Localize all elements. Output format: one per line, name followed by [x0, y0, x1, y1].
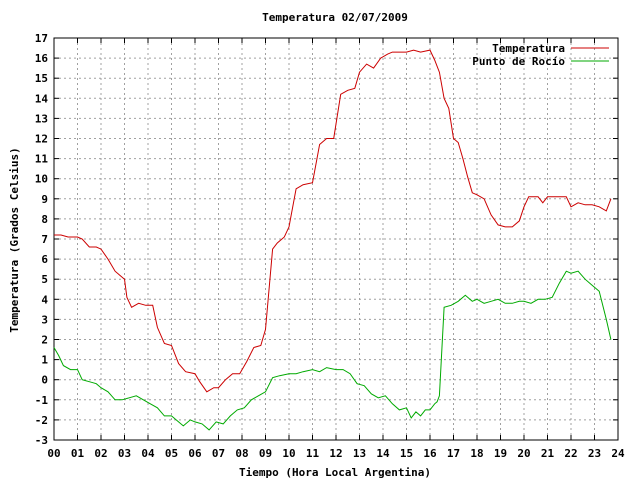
- x-tick-label: 08: [235, 447, 248, 460]
- plot-frame: [53, 37, 619, 441]
- x-tick-label: 18: [470, 447, 483, 460]
- series-lines: [53, 49, 612, 431]
- y-tick-label: 9: [41, 193, 48, 206]
- x-tick-label: 06: [188, 447, 202, 460]
- x-tick-label: 11: [306, 447, 320, 460]
- x-tick-label: 07: [212, 447, 225, 460]
- y-tick-label: 8: [41, 213, 48, 226]
- series-line-0: [54, 49, 612, 393]
- x-tick-label: 24: [611, 447, 625, 460]
- y-tick-label: 17: [35, 32, 48, 45]
- legend: Temperatura Punto de Rocío: [472, 42, 609, 68]
- x-tick-label: 00: [47, 447, 60, 460]
- y-tick-label: 12: [35, 133, 48, 146]
- y-tick-label: 10: [35, 173, 48, 186]
- y-tick-label: 0: [41, 374, 48, 387]
- y-tick-label: 16: [35, 52, 49, 65]
- y-tick-label: 5: [41, 273, 48, 286]
- x-tick-label: 10: [282, 447, 295, 460]
- x-tick-label: 19: [494, 447, 507, 460]
- x-tick-label: 21: [541, 447, 555, 460]
- y-tick-label: 1: [41, 354, 48, 367]
- y-tick-label: 2: [41, 334, 48, 347]
- chart-title: Temperatura 02/07/2009: [262, 11, 408, 24]
- y-tick-label: 15: [35, 72, 48, 85]
- x-tick-label: 13: [353, 447, 366, 460]
- x-tick-label: 01: [71, 447, 85, 460]
- x-tick-label: 22: [564, 447, 577, 460]
- x-tick-label: 12: [329, 447, 342, 460]
- x-tick-label: 16: [423, 447, 437, 460]
- x-tick-label: 14: [376, 447, 390, 460]
- axes: [53, 37, 619, 441]
- x-tick-label: 05: [165, 447, 178, 460]
- x-tick-label: 15: [400, 447, 413, 460]
- x-tick-label: 09: [259, 447, 272, 460]
- y-tick-label: -1: [35, 394, 49, 407]
- legend-label-temperatura: Temperatura: [492, 42, 565, 55]
- x-tick-label: 20: [517, 447, 530, 460]
- x-axis-label: Tiempo (Hora Local Argentina): [239, 466, 431, 479]
- grid: [54, 38, 618, 440]
- y-tick-label: -2: [35, 414, 48, 427]
- y-tick-label: 4: [41, 293, 48, 306]
- x-tick-label: 23: [588, 447, 601, 460]
- x-tick-label: 02: [94, 447, 107, 460]
- y-tick-label: -3: [35, 434, 48, 447]
- x-tick-label: 04: [141, 447, 155, 460]
- y-axis-label: Temperatura (Grados Celsius): [8, 147, 21, 332]
- y-tick-label: 6: [41, 253, 48, 266]
- y-tick-label: 14: [35, 92, 49, 105]
- series-line-1: [53, 270, 612, 431]
- x-tick-label: 03: [118, 447, 131, 460]
- legend-label-punto-de-rocio: Punto de Rocío: [472, 55, 565, 68]
- y-tick-label: 3: [41, 313, 48, 326]
- x-tick-label: 17: [447, 447, 460, 460]
- y-tick-label: 11: [35, 153, 49, 166]
- y-tick-label: 7: [41, 233, 48, 246]
- y-tick-label: 13: [35, 112, 48, 125]
